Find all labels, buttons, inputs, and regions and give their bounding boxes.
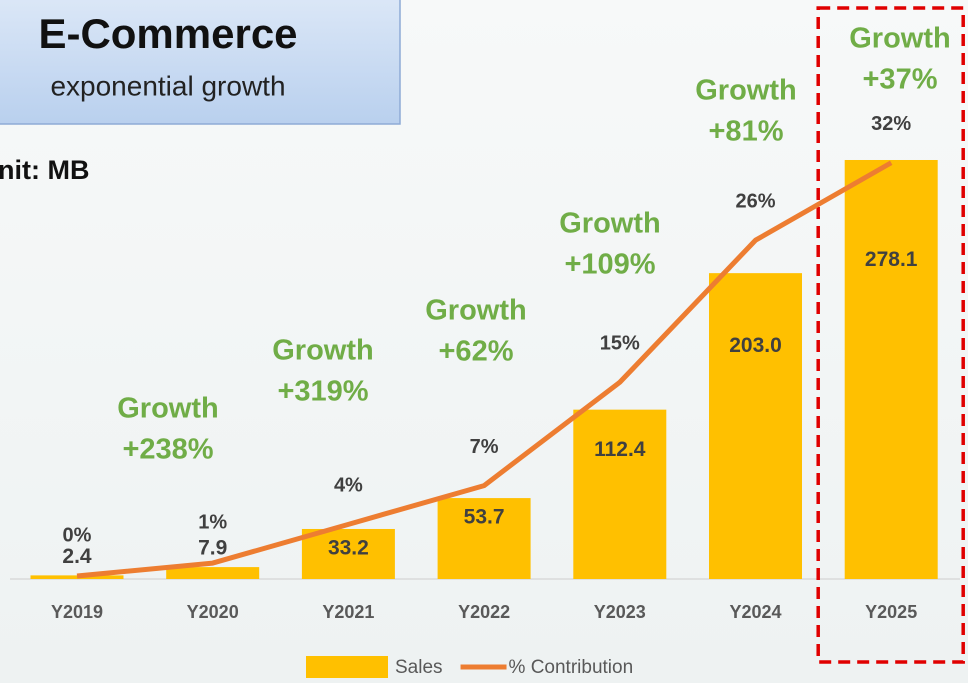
bar (844, 159, 938, 579)
line-value-label: 32% (871, 113, 911, 135)
line-value-label: 7% (470, 436, 499, 458)
x-tick-label: Y2022 (458, 602, 510, 622)
growth-annotation: Growth (849, 23, 951, 55)
bar-value-label: 203.0 (729, 334, 782, 357)
bar-value-label: 33.2 (328, 537, 369, 560)
x-tick-label: Y2019 (51, 602, 103, 622)
growth-annotation: Growth (425, 295, 527, 327)
x-tick-label: Y2020 (187, 602, 239, 622)
bar (437, 498, 531, 579)
line (76, 160, 893, 579)
growth-annotation: +81% (709, 116, 784, 148)
legend-label: Sales (395, 657, 443, 678)
growth-annotation: +62% (439, 336, 514, 368)
bar (166, 567, 260, 579)
growth-annotation: Growth (695, 75, 797, 107)
legend-label: % Contribution (509, 657, 634, 678)
bar-value-label: 278.1 (865, 248, 918, 271)
growth-annotation: +37% (863, 64, 938, 96)
line-value-label: 26% (735, 191, 775, 213)
line-value-label: 4% (334, 475, 363, 497)
unit-label: nit: MB (0, 155, 89, 185)
bar (301, 528, 395, 579)
bar (573, 409, 667, 579)
bar-value-label: 7.9 (198, 537, 227, 560)
x-tick-label: Y2024 (729, 602, 781, 622)
growth-annotation: Growth (559, 208, 661, 240)
bar (30, 575, 124, 579)
bar-value-label: 112.4 (594, 438, 646, 461)
growth-annotation: Growth (272, 335, 374, 367)
bar-value-label: 2.4 (62, 545, 92, 568)
bar (709, 273, 802, 579)
legend-swatch (306, 656, 388, 678)
x-tick-label: Y2021 (322, 602, 374, 622)
line-value-label: 0% (63, 524, 92, 546)
chart-title: E-Commerce (38, 10, 297, 57)
line-value-label: 1% (198, 511, 227, 533)
title-box (0, 0, 401, 125)
growth-annotation: +238% (122, 434, 213, 466)
bar-value-label: 53.7 (464, 506, 505, 529)
growth-annotation: +319% (277, 376, 368, 408)
growth-annotation: +109% (564, 249, 655, 281)
chart-subtitle: exponential growth (50, 70, 285, 101)
x-tick-label: Y2023 (594, 602, 646, 622)
growth-annotation: Growth (117, 393, 219, 425)
x-tick-label: Y2025 (865, 602, 917, 622)
line-value-label: 15% (600, 333, 640, 355)
